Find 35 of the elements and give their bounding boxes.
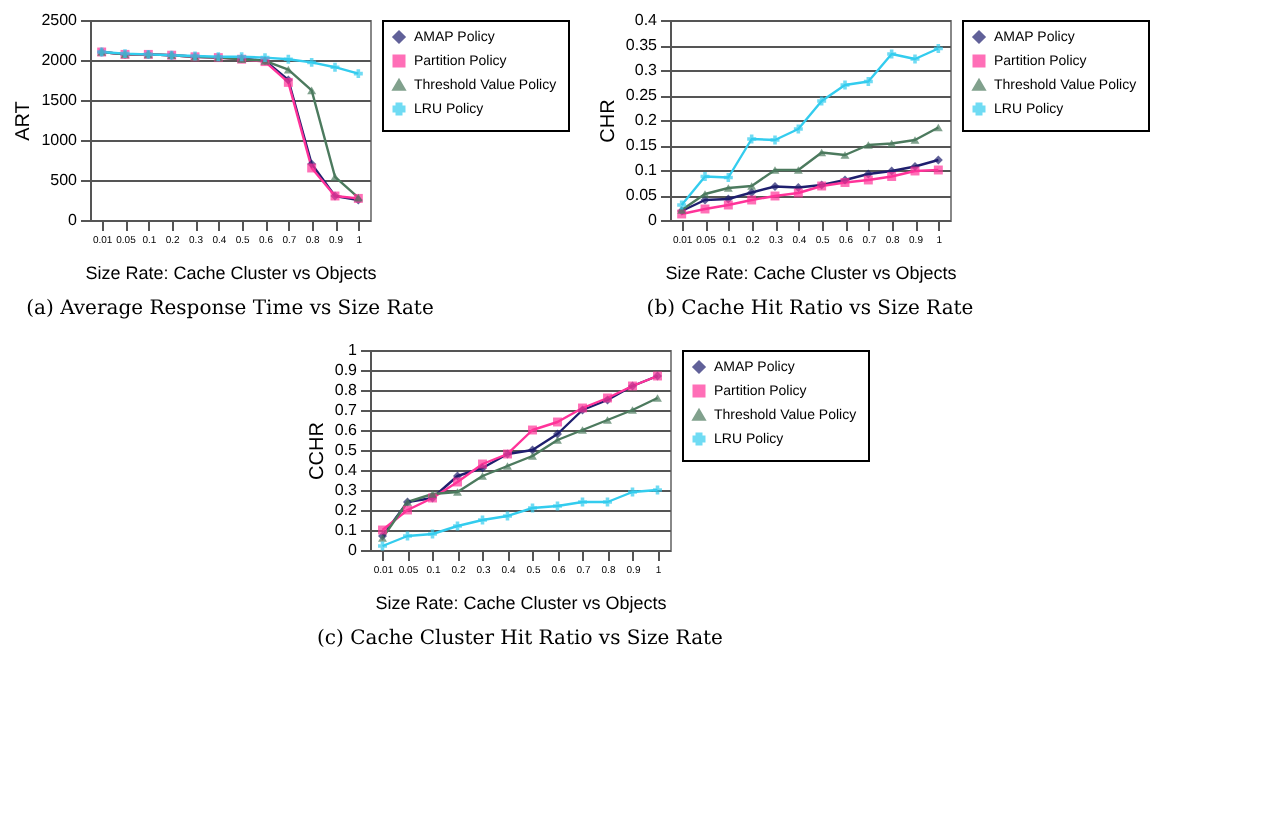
text: (c) Cache Cluster Hit Ratio vs Size Rate xyxy=(317,628,724,650)
text: (a) Average Response Time vs Size Rate xyxy=(26,298,434,320)
y-tick-label: 0.8 xyxy=(334,381,359,399)
y-tick-label: 0.7 xyxy=(334,401,359,419)
y-tick-label: 0.2 xyxy=(634,111,659,129)
y-tick-label: 0 xyxy=(348,541,359,559)
y-tick-label: 0.4 xyxy=(334,461,359,479)
y-tick-label: 0.9 xyxy=(334,361,359,379)
y-axis-title: CCHR xyxy=(306,422,329,480)
x-axis-title: Size Rate: Cache Cluster vs Objects xyxy=(85,263,378,283)
y-tick-label: 1000 xyxy=(41,131,79,149)
y-axis-title: ART xyxy=(13,101,36,141)
y-tick-label: 0.15 xyxy=(625,136,659,154)
y-tick-label: 0.5 xyxy=(334,441,359,459)
y-tick-label: 0.1 xyxy=(634,161,659,179)
y-tick-label: 0.2 xyxy=(334,501,359,519)
x-axis-title: Size Rate: Cache Cluster vs Objects xyxy=(375,593,668,613)
y-tick-label: 0.6 xyxy=(334,421,359,439)
text: (b) Cache Hit Ratio vs Size Rate xyxy=(646,298,974,320)
y-tick-label: 0.25 xyxy=(625,86,659,104)
y-tick-label: 2500 xyxy=(41,11,79,29)
y-tick-label: 0 xyxy=(648,211,659,229)
y-tick-label: 0.1 xyxy=(334,521,359,539)
y-tick-label: 0.05 xyxy=(625,186,659,204)
y-axis-title: CHR xyxy=(597,99,620,143)
y-tick-label: 500 xyxy=(50,171,79,189)
y-tick-label: 1 xyxy=(348,341,359,359)
y-tick-label: 2000 xyxy=(41,51,79,69)
y-tick-label: 0.35 xyxy=(625,36,659,54)
x-axis-title: Size Rate: Cache Cluster vs Objects xyxy=(665,263,958,283)
y-tick-label: 0.3 xyxy=(634,61,659,79)
y-tick-label: 0.4 xyxy=(634,11,659,29)
y-tick-label: 1500 xyxy=(41,91,79,109)
y-tick-label: 0 xyxy=(68,211,79,229)
y-tick-label: 0.3 xyxy=(334,481,359,499)
